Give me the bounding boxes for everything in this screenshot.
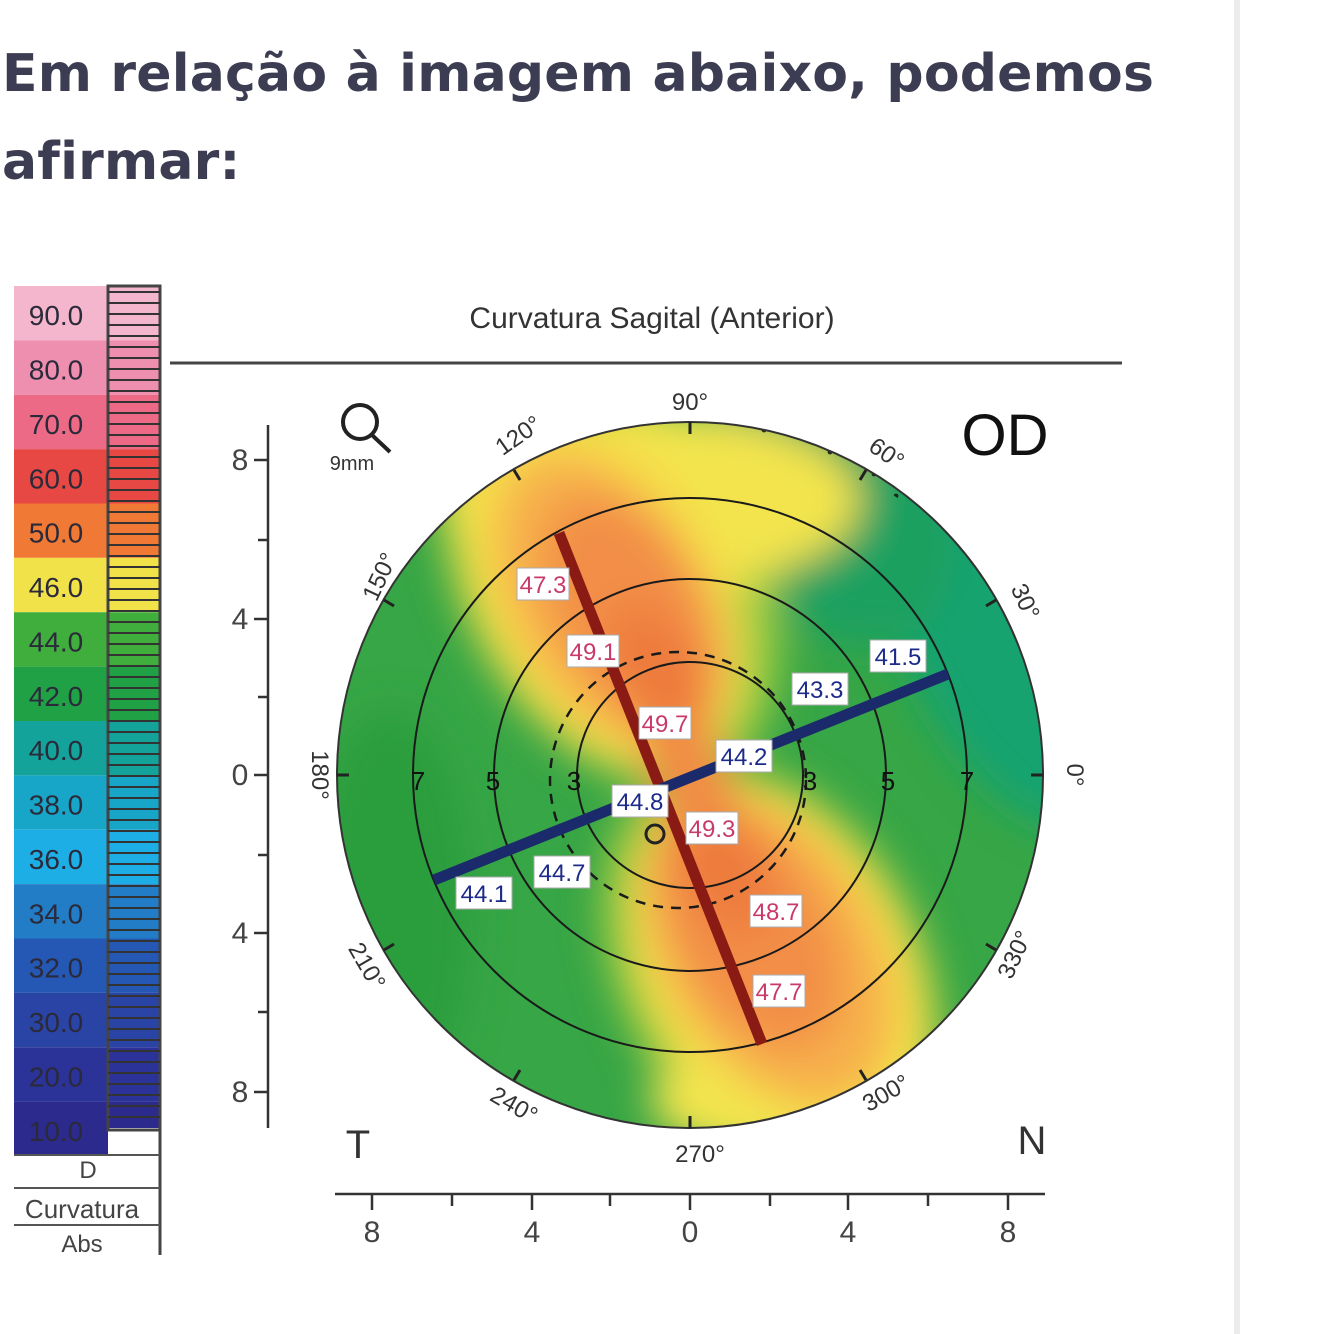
steep-value-label: 47.3 [520,572,567,599]
scale-value-label: 20.0 [29,1061,84,1092]
steep-meridian-values: 47.3 49.1 49.7 49.3 48.7 47.7 [516,567,806,1008]
angle-label: 180° [306,750,333,800]
scale-band [14,666,108,721]
scale-bar-segment [108,992,160,1048]
scale-band [14,557,108,613]
flat-meridian-values: 41.5 43.3 44.2 44.8 44.7 44.1 [455,639,927,910]
bottom-axis-tick-label: 0 [682,1216,699,1249]
ring-label: 5 [486,766,500,796]
left-axis-tick-label: 8 [232,1076,249,1109]
zoom-label: 9mm [330,453,374,475]
scale-band [14,612,108,667]
scale-value-label: 60.0 [29,463,84,494]
scale-bar-segment [108,612,160,667]
question-text: Em relação à imagem abaixo, podemos afir… [2,44,1155,192]
scale-value-label: 90.0 [29,300,84,331]
pupil-center-marker [644,823,666,845]
color-scale: 90.0 80.0 70.0 60.0 50.0 46.0 44.0 42.0 40.0 38.0… [14,286,160,1156]
scale-unit-label: D [79,1157,96,1184]
steep-value-label: 47.7 [756,979,803,1006]
scale-value-label: 34.0 [29,898,84,929]
flat-value-label: 44.8 [617,789,664,816]
pupil-outline [548,650,808,910]
flat-value-label: 41.5 [875,644,922,671]
scale-value-label: 10.0 [29,1116,84,1147]
scale-band [14,1101,108,1156]
scale-value-label: 36.0 [29,844,84,875]
bottom-axis-tick-label: 8 [364,1216,381,1249]
temporal-label: T [346,1123,370,1167]
color-scale-ticks [108,291,160,1118]
scale-value-label: 38.0 [29,790,84,821]
eye-label: OD [962,403,1049,468]
flat-meridian [431,668,951,886]
scale-bar-segment [108,394,160,450]
scale-value-label: 42.0 [29,681,84,712]
ring-label: 7 [960,766,974,796]
ring-label: 7 [411,766,425,796]
steep-value-label: 49.7 [642,711,689,738]
steep-value-label: 49.1 [570,639,617,666]
scale-value-label: 70.0 [29,409,84,440]
scale-caption-abs: Abs [61,1231,102,1258]
ring-label: 3 [567,766,581,796]
flat-value-label: 44.7 [539,860,586,887]
scale-caption-curvatura: Curvatura [25,1194,140,1224]
bottom-axis [335,1192,1045,1210]
scale-bar-segment [108,775,160,830]
bottom-axis-tick-label: 4 [840,1216,857,1249]
scale-band [14,775,108,830]
scale-band [14,286,108,341]
scale-band [14,340,108,395]
scale-bar-segment [108,340,160,395]
ring-label: 5 [881,766,895,796]
scale-value-label: 80.0 [29,355,84,386]
scale-bar-segment [108,938,160,993]
scale-value-label: 50.0 [29,518,84,549]
left-axis-tick-label: 8 [232,444,249,477]
scale-bar-segment [108,1047,160,1102]
angle-ticks [337,422,1043,1128]
left-axis [254,425,270,1128]
flat-value-label: 44.1 [461,881,508,908]
scale-bar-segment [108,449,160,504]
bottom-axis-tick-label: 8 [1000,1216,1017,1249]
bottom-axis-tick-label: 4 [524,1216,541,1249]
scale-band [14,1047,108,1102]
angle-label: 0° [1061,764,1088,787]
scale-band [14,503,108,558]
angle-label: 270° [675,1141,725,1168]
scale-value-label: 46.0 [29,572,84,603]
scale-bar-segment [108,721,160,776]
angle-label: 90° [672,389,708,416]
steep-value-label: 48.7 [753,899,800,926]
left-axis-tick-label: 0 [232,759,249,792]
scale-band [14,394,108,450]
nasal-label: N [1018,1119,1047,1163]
scale-value-label: 30.0 [29,1007,84,1038]
ring-label: 3 [803,766,817,796]
flat-value-label: 43.3 [797,677,844,704]
right-panel-divider [1234,0,1240,1334]
scale-band [14,884,108,939]
zone-rings [412,497,968,1053]
scale-value-label: 40.0 [29,735,84,766]
magnifier-icon [341,403,392,454]
scale-band [14,938,108,993]
steep-value-label: 49.3 [689,816,736,843]
scale-value-label: 32.0 [29,953,84,984]
scale-band [14,992,108,1048]
left-axis-tick-label: 4 [232,603,249,636]
scale-bar-segment [108,666,160,721]
scale-band [14,449,108,504]
scale-band [14,829,108,885]
topography-figure: 90.0 80.0 70.0 60.0 50.0 46.0 44.0 42.0 40.0 38.0… [10,270,1122,1266]
flat-value-label: 44.2 [721,744,768,771]
left-axis-tick-label: 4 [232,917,249,950]
scale-band [14,721,108,776]
figure-title: Curvatura Sagital (Anterior) [469,302,834,335]
scale-value-label: 44.0 [29,626,84,657]
